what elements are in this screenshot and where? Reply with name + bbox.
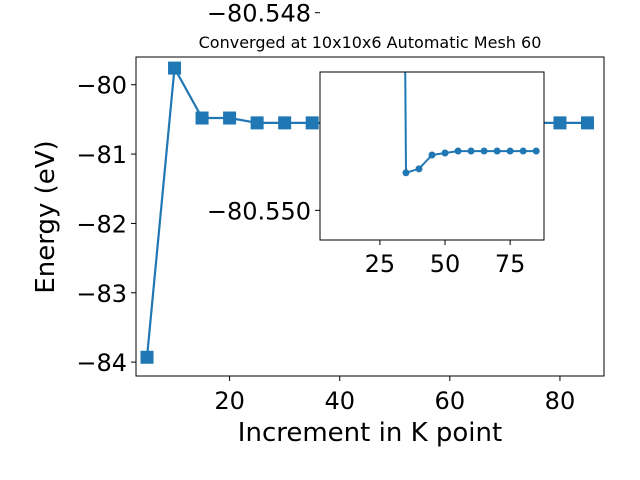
main-data-point xyxy=(140,350,154,364)
inset-series-markers xyxy=(402,147,540,177)
main-y-tick-label: −84 xyxy=(76,349,127,377)
inset-data-point xyxy=(454,147,462,155)
inset-data-point xyxy=(493,147,501,155)
main-x-tick-label: 40 xyxy=(324,387,355,415)
main-x-tick-label: 60 xyxy=(435,387,466,415)
inset-data-point xyxy=(480,147,488,155)
inset-data-point xyxy=(532,147,540,155)
chart-title: Converged at 10x10x6 Automatic Mesh 60 xyxy=(199,33,542,52)
inset-y-ticks: −80.550 −80.548 xyxy=(207,0,320,225)
y-axis-label: Energy (eV) xyxy=(31,140,61,293)
inset-data-point xyxy=(428,151,436,159)
inset-data-point xyxy=(519,147,527,155)
main-x-tick-label: 20 xyxy=(214,387,245,415)
inset-y-tick-label: −80.548 xyxy=(207,0,311,28)
inset-data-point xyxy=(467,147,475,155)
main-data-point xyxy=(278,116,292,130)
x-axis-label: Increment in K point xyxy=(238,418,502,448)
main-data-point xyxy=(580,116,594,130)
inset-data-point xyxy=(415,165,423,173)
main-x-tick-label: 80 xyxy=(545,387,576,415)
inset-x-tick-label: 75 xyxy=(495,250,526,278)
inset-x-tick-label: 50 xyxy=(430,250,461,278)
main-y-ticks: −80 −81 −82 −83 −84 xyxy=(76,72,136,377)
main-data-point xyxy=(168,61,182,75)
inset-data-point xyxy=(441,149,449,157)
main-plot-frame xyxy=(135,56,605,377)
main-data-point xyxy=(195,111,209,125)
main-y-tick-label: −83 xyxy=(76,280,127,308)
inset-x-tick-label: 25 xyxy=(365,250,396,278)
main-y-tick-label: −82 xyxy=(76,210,127,238)
main-data-point xyxy=(553,116,567,130)
main-y-tick-label: −80 xyxy=(76,72,127,100)
inset-y-tick-label: −80.550 xyxy=(207,197,311,225)
main-x-ticks: 20 40 60 80 xyxy=(214,376,575,415)
inset-data-point xyxy=(506,147,514,155)
inset-plot-frame xyxy=(319,71,545,241)
main-data-point xyxy=(223,111,237,125)
main-data-point xyxy=(305,116,319,130)
main-data-point xyxy=(250,116,264,130)
inset-x-ticks: 25 50 75 xyxy=(365,240,526,278)
inset-data-point xyxy=(402,169,410,177)
main-y-tick-label: −81 xyxy=(76,141,127,169)
